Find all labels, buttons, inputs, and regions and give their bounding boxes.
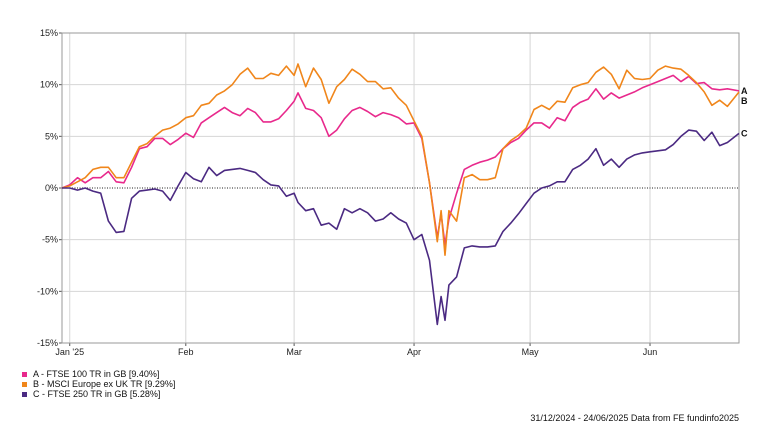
x-tick-label: Jan '25 bbox=[55, 347, 84, 357]
data-source-footer: 31/12/2024 - 24/06/2025 Data from FE fun… bbox=[530, 413, 739, 423]
series-line-b bbox=[61, 63, 740, 256]
x-tick-label: Mar bbox=[286, 347, 302, 357]
x-tick-label: May bbox=[522, 347, 540, 357]
y-tick-label: 10% bbox=[40, 80, 58, 90]
series-end-label-c: C bbox=[741, 128, 748, 138]
chart-legend: A - FTSE 100 TR in GB [9.40%] B - MSCI E… bbox=[22, 369, 175, 399]
series-end-label-b: B bbox=[741, 96, 748, 106]
legend-label-a: A - FTSE 100 TR in GB [9.40%] bbox=[33, 369, 160, 379]
series-line-c bbox=[62, 129, 740, 326]
legend-item-c: C - FTSE 250 TR in GB [5.28%] bbox=[22, 389, 175, 399]
legend-label-b: B - MSCI Europe ex UK TR [9.29%] bbox=[33, 379, 176, 389]
chart-labels: AB C bbox=[741, 86, 748, 139]
y-tick-label: -10% bbox=[37, 286, 58, 296]
legend-swatch-c bbox=[22, 391, 27, 397]
legend-swatch-a bbox=[22, 371, 27, 377]
y-tick-label: 15% bbox=[40, 28, 58, 38]
y-tick-label: 0% bbox=[45, 183, 58, 193]
x-tick-label: Feb bbox=[178, 347, 194, 357]
chart-series bbox=[61, 63, 740, 326]
legend-swatch-b bbox=[22, 381, 27, 387]
y-tick-label: -5% bbox=[42, 235, 58, 245]
legend-item-a: A - FTSE 100 TR in GB [9.40%] bbox=[22, 369, 175, 379]
series-end-label-a: A bbox=[741, 86, 748, 96]
legend-item-b: B - MSCI Europe ex UK TR [9.29%] bbox=[22, 379, 175, 389]
x-tick-label: Apr bbox=[407, 347, 421, 357]
series-line-a bbox=[61, 74, 740, 246]
legend-label-c: C - FTSE 250 TR in GB [5.28%] bbox=[33, 389, 161, 399]
y-tick-label: -15% bbox=[37, 338, 58, 348]
x-tick-label: Jun bbox=[643, 347, 658, 357]
y-tick-label: 5% bbox=[45, 131, 58, 141]
